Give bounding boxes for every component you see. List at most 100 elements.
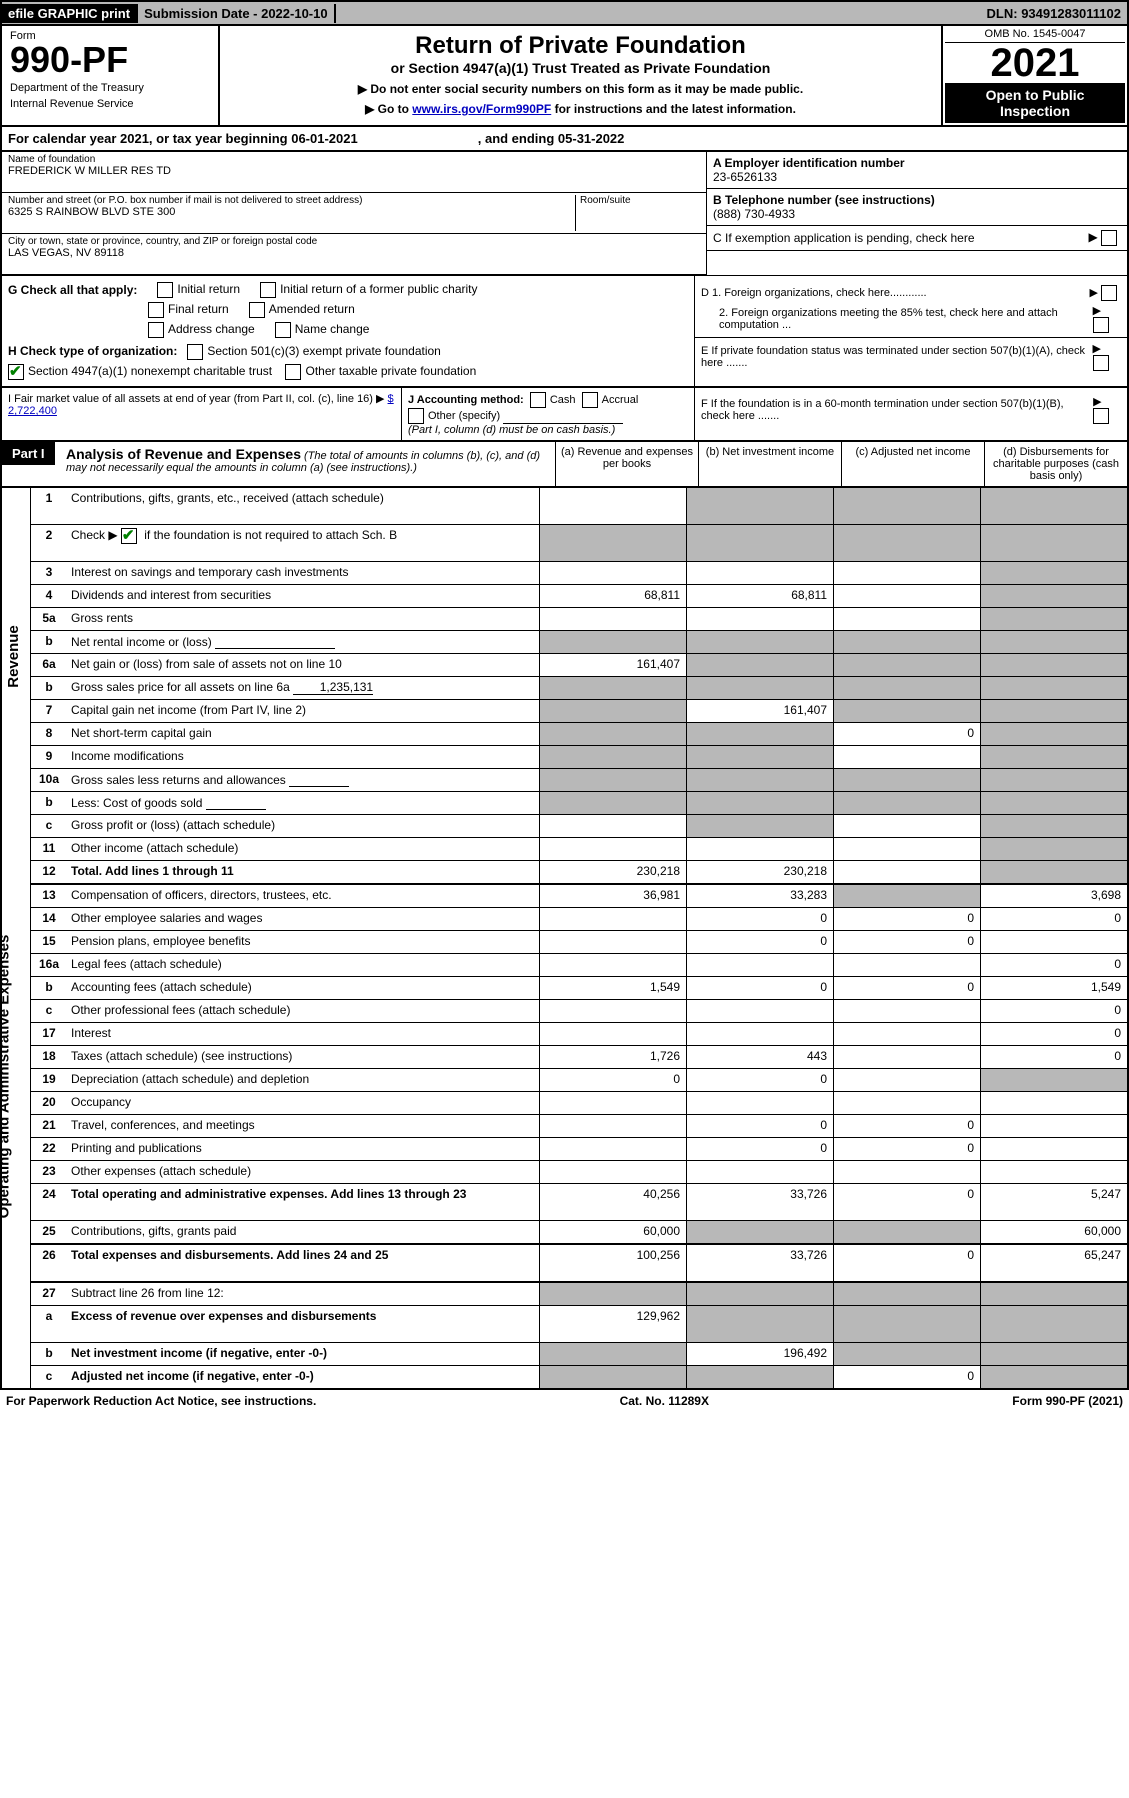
final-return-checkbox[interactable] [148, 302, 164, 318]
j-cash-checkbox[interactable] [530, 392, 546, 408]
header-left: Form 990-PF Department of the Treasury I… [2, 26, 220, 125]
row-10b-desc: Less: Cost of goods sold [67, 792, 539, 814]
row-27b-a [539, 1343, 686, 1365]
address-row: Number and street (or P.O. box number if… [2, 193, 706, 234]
row-6a-c [833, 654, 980, 676]
row-5b-b [686, 631, 833, 653]
irs-link[interactable]: www.irs.gov/Form990PF [412, 102, 551, 116]
row-18: 18 Taxes (attach schedule) (see instruct… [31, 1046, 1127, 1069]
row-15-b: 0 [686, 931, 833, 953]
row-5b-blank [215, 634, 335, 649]
h-4947-checkbox[interactable] [8, 364, 24, 380]
schb-checkbox[interactable] [121, 528, 137, 544]
row-25-b [686, 1221, 833, 1243]
h-501c3-checkbox[interactable] [187, 344, 203, 360]
row-25: 25 Contributions, gifts, grants paid 60,… [31, 1221, 1127, 1245]
row-22-c: 0 [833, 1138, 980, 1160]
i-block: I Fair market value of all assets at end… [2, 388, 402, 440]
name-change-checkbox[interactable] [275, 322, 291, 338]
row-14-desc: Other employee salaries and wages [67, 908, 539, 930]
row-8-a [539, 723, 686, 745]
row-7-d [980, 700, 1127, 722]
row-6a-a: 161,407 [539, 654, 686, 676]
row-10b-b [686, 792, 833, 814]
c-checkbox[interactable] [1101, 230, 1117, 246]
part1-label-cell: Part I [2, 442, 62, 486]
row-9-num: 9 [31, 746, 67, 768]
row-1-d [980, 488, 1127, 524]
row-16c-a [539, 1000, 686, 1022]
row-16a-d: 0 [980, 954, 1127, 976]
row-19-desc: Depreciation (attach schedule) and deple… [67, 1069, 539, 1091]
row-2: 2 Check ▶ if the foundation is not requi… [31, 525, 1127, 562]
f-checkbox[interactable] [1093, 408, 1109, 424]
row-13-d: 3,698 [980, 885, 1127, 907]
address-change-checkbox[interactable] [148, 322, 164, 338]
row-21: 21 Travel, conferences, and meetings 0 0 [31, 1115, 1127, 1138]
row-27b-c [833, 1343, 980, 1365]
row-26-num: 26 [31, 1245, 67, 1281]
goto-suffix: for instructions and the latest informat… [551, 102, 796, 116]
row-3-a [539, 562, 686, 584]
row-9-b [686, 746, 833, 768]
row-19-num: 19 [31, 1069, 67, 1091]
row-16b: b Accounting fees (attach schedule) 1,54… [31, 977, 1127, 1000]
row-14-num: 14 [31, 908, 67, 930]
form-ref: Form 990-PF (2021) [1012, 1394, 1123, 1408]
row-25-d: 60,000 [980, 1221, 1127, 1243]
d2-line: 2. Foreign organizations meeting the 85%… [701, 304, 1121, 333]
row-8-desc: Net short-term capital gain [67, 723, 539, 745]
j-other-checkbox[interactable] [408, 408, 424, 424]
row-13-desc: Compensation of officers, directors, tru… [67, 885, 539, 907]
efile-label[interactable]: efile GRAPHIC print [2, 4, 136, 23]
identification-block: Name of foundation FREDERICK W MILLER RE… [0, 152, 1129, 275]
row-5b-a [539, 631, 686, 653]
d2-checkbox[interactable] [1093, 317, 1109, 333]
row-21-b: 0 [686, 1115, 833, 1137]
initial-former-checkbox[interactable] [260, 282, 276, 298]
col-b-head: (b) Net investment income [698, 442, 841, 486]
row-5a-d [980, 608, 1127, 630]
h-label: H Check type of organization: [8, 344, 177, 358]
row-10a-blank [289, 772, 349, 787]
exemption-pending-cell: C If exemption application is pending, c… [707, 226, 1127, 251]
row-20-b [686, 1092, 833, 1114]
revenue-side-label: Revenue [5, 625, 22, 688]
j-block: J Accounting method: Cash Accrual Other … [402, 388, 695, 440]
initial-return-checkbox[interactable] [157, 282, 173, 298]
j-accrual-checkbox[interactable] [582, 392, 598, 408]
row-27c-d [980, 1366, 1127, 1388]
row-10c-b [686, 815, 833, 837]
row-27a-desc: Excess of revenue over expenses and disb… [67, 1306, 539, 1342]
row-20-a [539, 1092, 686, 1114]
row-6b-c [833, 677, 980, 699]
row-16a-num: 16a [31, 954, 67, 976]
row-10a-num: 10a [31, 769, 67, 791]
amended-return-checkbox[interactable] [249, 302, 265, 318]
row-5a-desc: Gross rents [67, 608, 539, 630]
form-subtitle: or Section 4947(a)(1) Trust Treated as P… [226, 60, 935, 76]
row-27-a [539, 1283, 686, 1305]
room-label: Room/suite [580, 195, 700, 206]
check-section-g: G Check all that apply: Initial return I… [0, 275, 1129, 387]
header-center: Return of Private Foundation or Section … [220, 26, 941, 125]
row-14: 14 Other employee salaries and wages 0 0… [31, 908, 1127, 931]
row-16b-num: b [31, 977, 67, 999]
d1-checkbox[interactable] [1101, 285, 1117, 301]
row-24-a: 40,256 [539, 1184, 686, 1220]
row-20-num: 20 [31, 1092, 67, 1114]
row-23-desc: Other expenses (attach schedule) [67, 1161, 539, 1183]
row-23-c [833, 1161, 980, 1183]
row-20-c [833, 1092, 980, 1114]
e-checkbox[interactable] [1093, 355, 1109, 371]
side-labels: Revenue Operating and Administrative Exp… [2, 488, 31, 1388]
d1-line: D 1. Foreign organizations, check here..… [701, 285, 1121, 301]
row-18-num: 18 [31, 1046, 67, 1068]
row-11-c [833, 838, 980, 860]
g-label: G Check all that apply: [8, 283, 137, 297]
row-11-b [686, 838, 833, 860]
h-other-checkbox[interactable] [285, 364, 301, 380]
row-25-num: 25 [31, 1221, 67, 1243]
row-12-desc: Total. Add lines 1 through 11 [67, 861, 539, 883]
row-6b-a [539, 677, 686, 699]
